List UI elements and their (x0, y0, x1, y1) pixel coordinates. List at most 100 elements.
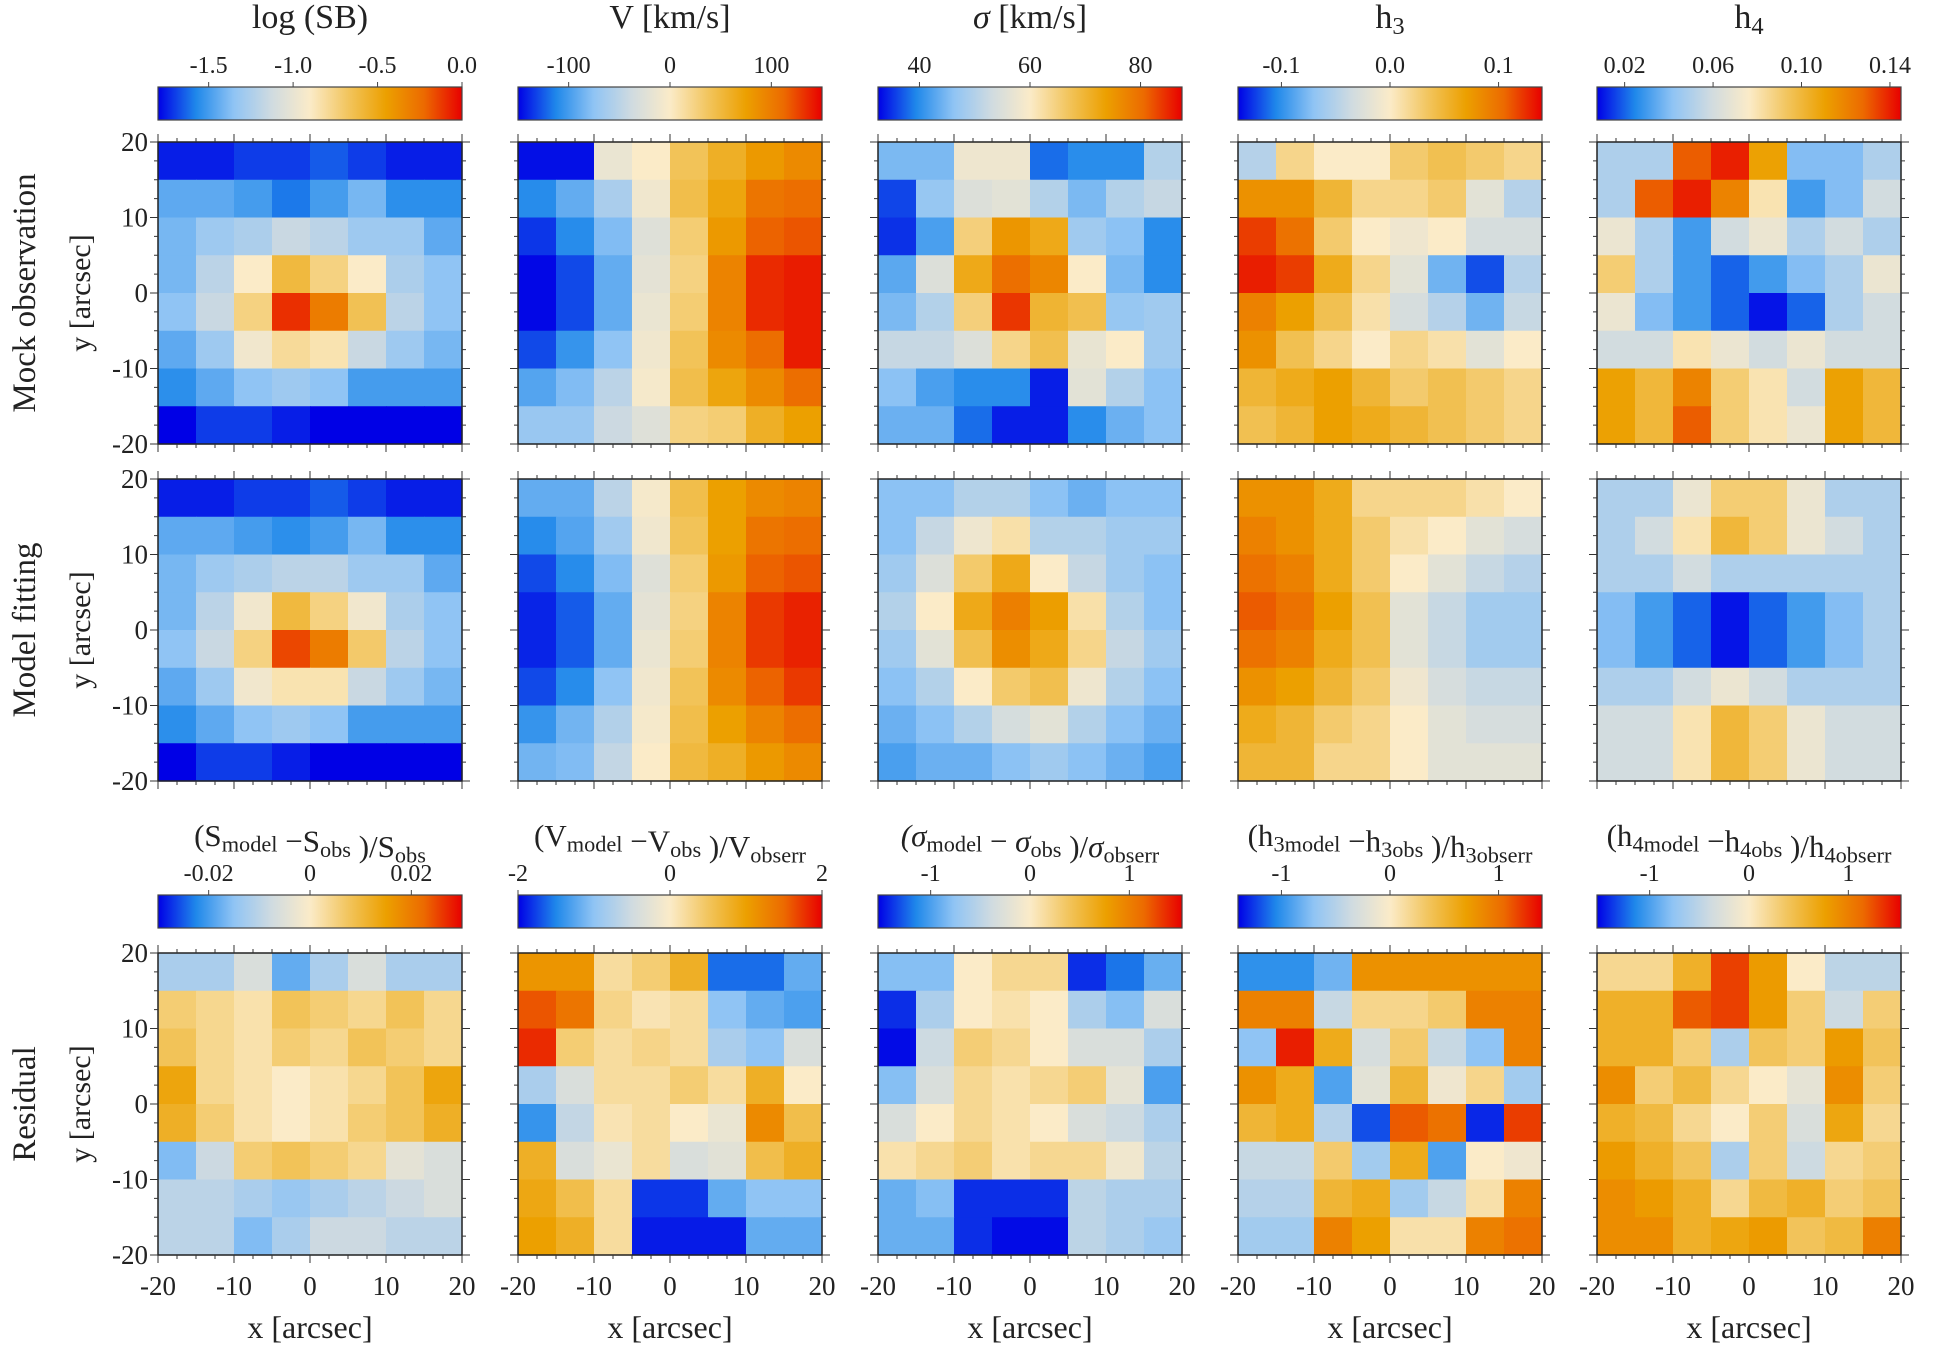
bin-cell (348, 142, 387, 181)
bin-cell (1825, 705, 1864, 744)
bin-cell (916, 142, 955, 181)
bin-cell (1504, 1104, 1543, 1143)
bin-cell (424, 255, 463, 294)
bin-cell (632, 406, 671, 445)
bin-cell (632, 1217, 671, 1256)
bin-cell (1106, 1028, 1145, 1067)
y-tick-label: -20 (112, 429, 148, 459)
bin-cell (1673, 217, 1712, 256)
bin-cell (348, 368, 387, 407)
bin-cell (1314, 406, 1353, 445)
bin-cell (632, 293, 671, 332)
bin-cell (310, 1141, 349, 1181)
bin-cell (424, 1141, 463, 1181)
bin-cell (1597, 368, 1636, 407)
bin-cell (594, 743, 633, 782)
bin-cell (1504, 406, 1543, 445)
bin-cell (424, 1179, 463, 1218)
colorbar-tick-label: 0.14 (1869, 53, 1911, 79)
bin-cell (784, 179, 823, 219)
bin-cell (310, 1028, 349, 1067)
bin-cell (348, 554, 387, 593)
bin-cell (196, 479, 235, 518)
bin-cell (1635, 217, 1674, 256)
bin-cell (424, 953, 463, 992)
panel-r0-c3 (1230, 134, 1550, 452)
bin-cell (784, 743, 823, 782)
bin-cell (1068, 554, 1107, 593)
bin-cell (234, 990, 273, 1030)
bin-cell (424, 516, 463, 556)
colorbar-tick-label: 1 (1842, 861, 1854, 887)
bin-cell (1787, 479, 1826, 518)
bin-cell (1276, 705, 1315, 744)
bin-cell (310, 743, 349, 782)
x-tick-label: 20 (1169, 1271, 1196, 1301)
bin-cell (1030, 1217, 1069, 1256)
bin-cell (594, 406, 633, 445)
bin-cell (1238, 217, 1277, 256)
bin-cell (1106, 479, 1145, 518)
bin-cell (1238, 1028, 1277, 1067)
bin-cell (916, 592, 955, 631)
bin-cell (424, 667, 463, 707)
panel-r1-c3 (1230, 471, 1550, 789)
bin-cell (1106, 1179, 1145, 1218)
bin-cell (310, 217, 349, 256)
colorbar-main-4: 0.02 0.06 0.10 0.14 h4 (1596, 0, 1911, 121)
bin-cell (1068, 667, 1107, 707)
bin-cell (1428, 330, 1467, 370)
bin-cell (1825, 142, 1864, 181)
bin-cell (670, 592, 709, 631)
bin-cell (1144, 630, 1183, 669)
bin-cell (1863, 554, 1902, 593)
bin-cell (1276, 1217, 1315, 1256)
bin-cell (1106, 516, 1145, 556)
colorbar-residual-4: -1 0 1(h4model −h4obs )/h4obserr (1596, 818, 1902, 929)
bin-cell (1144, 554, 1183, 593)
x-axis-label: x [arcsec] (1686, 1309, 1811, 1345)
bin-cell (1504, 217, 1543, 256)
bin-cell (310, 953, 349, 992)
bin-cell (1428, 142, 1467, 181)
bin-cell (1711, 179, 1750, 219)
bin-cell (1144, 667, 1183, 707)
bin-cell (670, 479, 709, 518)
bin-cell (1030, 1104, 1069, 1143)
bin-cell (1749, 554, 1788, 593)
bin-cell (1238, 705, 1277, 744)
bin-cell (1466, 592, 1505, 631)
bin-cell (1597, 953, 1636, 992)
bin-cell (1466, 743, 1505, 782)
bin-cell (1787, 142, 1826, 181)
bin-cell (1238, 1066, 1277, 1105)
colorbar-tick-label: -0.5 (359, 53, 397, 79)
bin-cell (916, 1028, 955, 1067)
bin-cell (234, 142, 273, 181)
bin-cell (1597, 1217, 1636, 1256)
bin-cell (784, 1066, 823, 1105)
bin-cell (916, 1179, 955, 1218)
bin-cell (158, 554, 197, 593)
x-tick-label: -10 (576, 1271, 612, 1301)
bin-cell (954, 179, 993, 219)
bin-cell (1068, 705, 1107, 744)
colorbar-gradient (1237, 86, 1543, 121)
bin-cell (518, 368, 557, 407)
bin-cell (1314, 1104, 1353, 1143)
bin-cell (1276, 953, 1315, 992)
bin-cell (158, 406, 197, 445)
bin-cell (1825, 479, 1864, 518)
bin-cell (1466, 705, 1505, 744)
colorbar-tick-label: -0.02 (184, 861, 234, 887)
bin-cell (1863, 142, 1902, 181)
bin-cell (1825, 330, 1864, 370)
bin-cell (1711, 990, 1750, 1030)
bin-cell (1314, 554, 1353, 593)
bin-cell (1238, 592, 1277, 631)
bin-cell (1787, 1217, 1826, 1256)
bin-cell (1825, 990, 1864, 1030)
bin-cell (1787, 667, 1826, 707)
bin-cell (746, 554, 785, 593)
bin-cell (992, 255, 1031, 294)
